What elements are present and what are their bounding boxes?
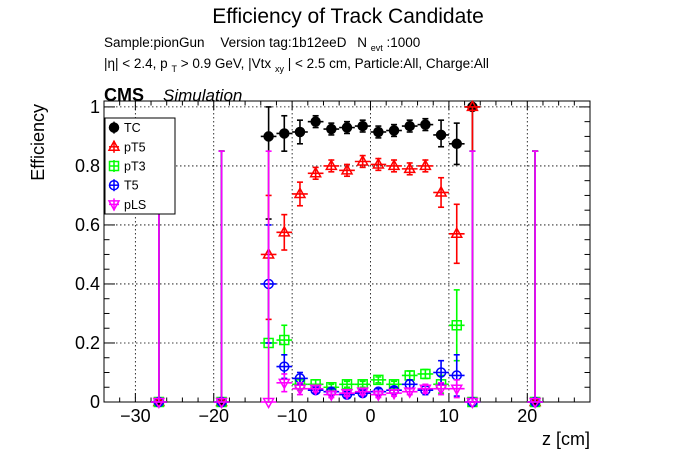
marker-pls bbox=[372, 390, 385, 402]
chart-title: Efficiency of Track Candidate bbox=[212, 5, 484, 28]
marker-pt5 bbox=[450, 226, 464, 239]
marker-tc bbox=[341, 122, 353, 133]
legend-marker-pt5 bbox=[107, 139, 121, 152]
marker-pt5 bbox=[528, 394, 542, 407]
marker-pls bbox=[403, 387, 416, 399]
subtitle-nevt-sub: evt bbox=[371, 43, 384, 53]
marker-pls bbox=[528, 397, 542, 410]
y-tick-label: 0.2 bbox=[75, 333, 100, 353]
marker-pt5 bbox=[356, 154, 369, 166]
marker-tc bbox=[388, 125, 400, 136]
marker-tc bbox=[310, 116, 321, 127]
cms-label: CMS bbox=[104, 85, 144, 105]
legend-marker-t5 bbox=[108, 179, 120, 191]
legend-label-t5: T5 bbox=[124, 179, 139, 193]
marker-pt3 bbox=[373, 374, 384, 386]
marker-tc bbox=[451, 138, 462, 150]
legend-label-pls: pLS bbox=[124, 198, 146, 212]
marker-pt3 bbox=[420, 368, 431, 380]
marker-pls bbox=[340, 388, 354, 401]
x-tick-label: 0 bbox=[366, 406, 376, 426]
subtitle-version: Version tag:1b12eeD bbox=[220, 35, 346, 50]
chart-subtitle-cuts: |η| < 2.4, p T > 0.9 GeV, |Vtx xy | < 2.… bbox=[104, 56, 489, 75]
legend: TC pT5 pT3 T5 pLS bbox=[104, 117, 176, 215]
marker-pt3 bbox=[451, 320, 462, 331]
y-axis-label: Efficiency bbox=[28, 104, 48, 181]
marker-pls bbox=[419, 384, 432, 396]
marker-tc bbox=[263, 131, 274, 142]
y-tick-label: 0.4 bbox=[75, 274, 100, 294]
subtitle-eta: |η| < 2.4, p bbox=[104, 56, 168, 71]
marker-pls bbox=[293, 384, 307, 396]
marker-pls bbox=[450, 384, 464, 396]
x-tick-label: −30 bbox=[120, 406, 151, 426]
marker-pls bbox=[152, 397, 166, 410]
marker-pls bbox=[466, 397, 479, 410]
y-tick-label: 0.6 bbox=[75, 215, 100, 235]
legend-marker-pt3 bbox=[108, 160, 120, 172]
x-tick-label: −20 bbox=[198, 406, 229, 426]
marker-pt5 bbox=[340, 163, 354, 175]
marker-pls bbox=[387, 388, 401, 401]
marker-pls bbox=[434, 384, 448, 396]
marker-pt5 bbox=[152, 394, 166, 407]
marker-pls bbox=[262, 397, 275, 410]
plot-frame bbox=[103, 100, 591, 403]
marker-pt5 bbox=[419, 158, 432, 171]
marker-t5 bbox=[279, 361, 290, 372]
subtitle-sample: Sample:pionGun bbox=[104, 35, 205, 50]
marker-pt3 bbox=[279, 334, 290, 346]
marker-pt5 bbox=[309, 166, 322, 178]
legend-marker-tc bbox=[108, 122, 120, 133]
marker-pt5 bbox=[215, 394, 228, 407]
subtitle-nevt-value: :1000 bbox=[387, 35, 421, 50]
marker-pt5 bbox=[466, 99, 479, 112]
marker-pls bbox=[215, 397, 228, 410]
marker-tc bbox=[373, 126, 384, 138]
marker-pt5 bbox=[387, 158, 401, 171]
legend-label-tc: TC bbox=[124, 121, 141, 135]
marker-pt5 bbox=[434, 185, 448, 197]
marker-pls bbox=[356, 387, 369, 399]
simulation-label: Simulation bbox=[163, 86, 242, 105]
marker-pls bbox=[325, 390, 338, 402]
subtitle-pt-cut: > 0.9 GeV, |Vtx bbox=[181, 56, 272, 71]
legend-label-pt3: pT3 bbox=[124, 160, 146, 174]
x-tick-label: 10 bbox=[439, 406, 459, 426]
marker-tc bbox=[404, 120, 415, 132]
marker-pt3 bbox=[341, 379, 353, 390]
marker-pls bbox=[278, 378, 291, 390]
marker-pt5 bbox=[372, 157, 385, 169]
data-series bbox=[151, 99, 543, 410]
marker-tc bbox=[294, 126, 306, 138]
subtitle-pt-sub: T bbox=[171, 64, 177, 74]
marker-pt5 bbox=[293, 186, 307, 199]
marker-tc bbox=[326, 123, 337, 135]
subtitle-vtx-sub: xy bbox=[275, 64, 285, 74]
marker-pt5 bbox=[278, 225, 291, 237]
marker-tc bbox=[435, 129, 447, 141]
axes: −30 −20 −10 0 10 20 0 0.2 0.4 0.6 0.8 1 bbox=[75, 97, 591, 426]
marker-tc bbox=[279, 128, 290, 139]
x-tick-label: 20 bbox=[517, 406, 537, 426]
legend-label-pt5: pT5 bbox=[124, 140, 146, 154]
x-tick-label: −10 bbox=[277, 406, 308, 426]
marker-pt5 bbox=[325, 158, 338, 171]
legend-marker-pls bbox=[107, 200, 121, 212]
marker-tc bbox=[420, 119, 431, 130]
y-tick-label: 0 bbox=[90, 392, 100, 412]
y-tick-label: 0.8 bbox=[75, 156, 100, 176]
subtitle-rest: | < 2.5 cm, Particle:All, Charge:All bbox=[288, 56, 489, 71]
marker-pls bbox=[309, 384, 322, 396]
x-axis-label: z [cm] bbox=[542, 429, 590, 449]
marker-pt5 bbox=[403, 161, 416, 174]
y-tick-label: 1 bbox=[90, 97, 100, 117]
chart-subtitle-sample: Sample:pionGun Version tag:1b12eeD N evt… bbox=[104, 35, 420, 54]
marker-tc bbox=[357, 120, 368, 132]
subtitle-nevt-label: N bbox=[357, 35, 367, 50]
marker-t5 bbox=[435, 367, 447, 378]
